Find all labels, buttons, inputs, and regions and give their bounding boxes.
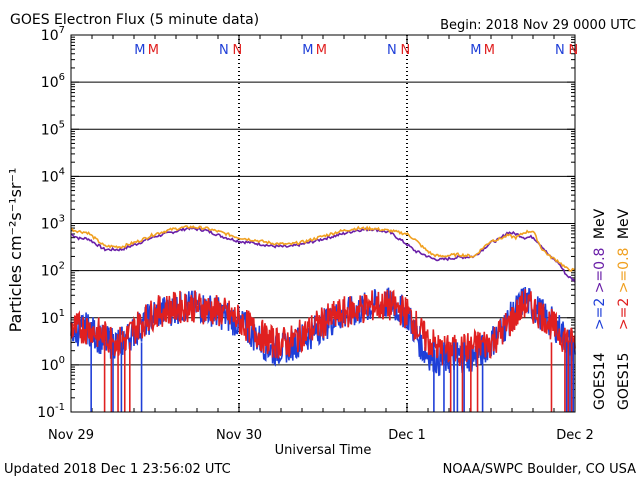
marker-label: N <box>387 43 397 58</box>
marker-label: N <box>555 43 565 58</box>
y-tick-label: 101 <box>41 308 65 327</box>
marker-label: N <box>568 43 578 58</box>
y-tick-label: 100 <box>41 355 65 374</box>
legend-entry: MeV <box>616 208 632 243</box>
x-tick-label: Dec 2 <box>556 428 594 443</box>
marker-label: N <box>400 43 410 58</box>
legend-entry: >=0.8 <box>592 248 608 298</box>
y-tick-label: 10-1 <box>37 402 65 421</box>
marker-label: M <box>316 43 327 58</box>
marker-label: M <box>484 43 495 58</box>
legend-entry: >=2 <box>616 298 632 335</box>
y-tick-label: 107 <box>41 25 65 44</box>
legend-group: GOES15 >=2 >=0.8 MeV <box>616 208 632 410</box>
y-tick-label: 103 <box>41 214 65 233</box>
x-axis-title: Universal Time <box>275 443 372 458</box>
marker-label: M <box>134 43 145 58</box>
legend-entry: MeV <box>592 208 608 243</box>
begin-label: Begin: 2018 Nov 29 0000 UTC <box>440 18 636 33</box>
marker-label: N <box>219 43 229 58</box>
y-tick-label: 104 <box>41 166 65 185</box>
chart-title: GOES Electron Flux (5 minute data) <box>10 12 259 28</box>
footer-credit: NOAA/SWPC Boulder, CO USA <box>443 462 636 477</box>
marker-label: M <box>148 43 159 58</box>
x-tick-label: Dec 1 <box>388 428 426 443</box>
y-axis-title: Particles cm⁻²s⁻¹sr⁻¹ <box>6 168 25 333</box>
legend-entry: >=2 <box>592 298 608 335</box>
y-tick-label: 106 <box>41 72 65 91</box>
legend-group: GOES14 >=2 >=0.8 MeV <box>592 208 608 410</box>
x-tick-label: Nov 30 <box>216 428 262 443</box>
legend-entry: GOES15 <box>616 353 632 410</box>
plot-frame <box>70 34 576 413</box>
y-tick-label: 105 <box>41 119 65 138</box>
y-tick-label: 102 <box>41 261 65 280</box>
marker-label: M <box>470 43 481 58</box>
legend-entry: >=0.8 <box>616 248 632 298</box>
marker-label: N <box>232 43 242 58</box>
marker-label: M <box>302 43 313 58</box>
plot-area <box>70 34 576 413</box>
legend-entry: GOES14 <box>592 352 608 410</box>
series-line-3 <box>70 289 576 366</box>
footer-updated: Updated 2018 Dec 1 23:56:02 UTC <box>4 462 231 477</box>
series-line-1 <box>70 225 576 272</box>
x-tick-label: Nov 29 <box>48 428 94 443</box>
